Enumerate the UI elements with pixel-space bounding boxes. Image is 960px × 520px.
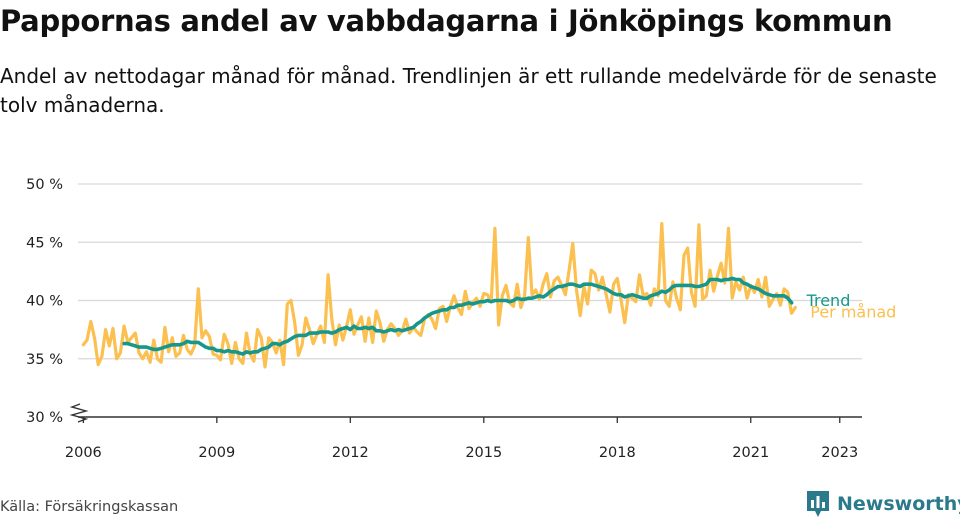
x-tick-label: 2015	[465, 445, 502, 461]
y-tick-label: 35 %	[26, 352, 63, 368]
brand-name: Newsworthy	[837, 493, 960, 515]
chart-title: Pappornas andel av vabbdagarna i Jönköpi…	[0, 4, 893, 38]
axis-break-icon	[69, 403, 89, 423]
x-tick-label: 2021	[732, 445, 769, 461]
brand-logo: Newsworthy	[805, 489, 960, 519]
y-tick-label: 45 %	[26, 235, 63, 251]
series-label-trend: Trend	[806, 291, 851, 310]
y-tick-label: 50 %	[26, 177, 63, 193]
y-tick-label: 30 %	[26, 410, 63, 426]
y-tick-label: 40 %	[26, 294, 63, 310]
x-tick-label: 2006	[65, 445, 102, 461]
series	[81, 222, 797, 369]
source-note: Källa: Försäkringskassan	[0, 499, 179, 515]
gridlines	[78, 183, 862, 360]
series-label-monthly: Per månad	[810, 302, 896, 321]
x-tick-label: 2023	[821, 445, 858, 461]
x-tick-label: 2012	[332, 445, 369, 461]
chart-subtitle: Andel av nettodagar månad för månad. Tre…	[0, 64, 937, 117]
series-monthly-line	[81, 222, 797, 369]
axes: 30 % 35 % 40 % 45 % 50 % 2006 2009 2012 2015 2018…	[26, 177, 862, 461]
x-tick-label: 2018	[599, 445, 636, 461]
x-tick-label: 2009	[198, 445, 235, 461]
series-trend-line	[122, 276, 794, 356]
newsworthy-logo-icon	[807, 491, 829, 517]
